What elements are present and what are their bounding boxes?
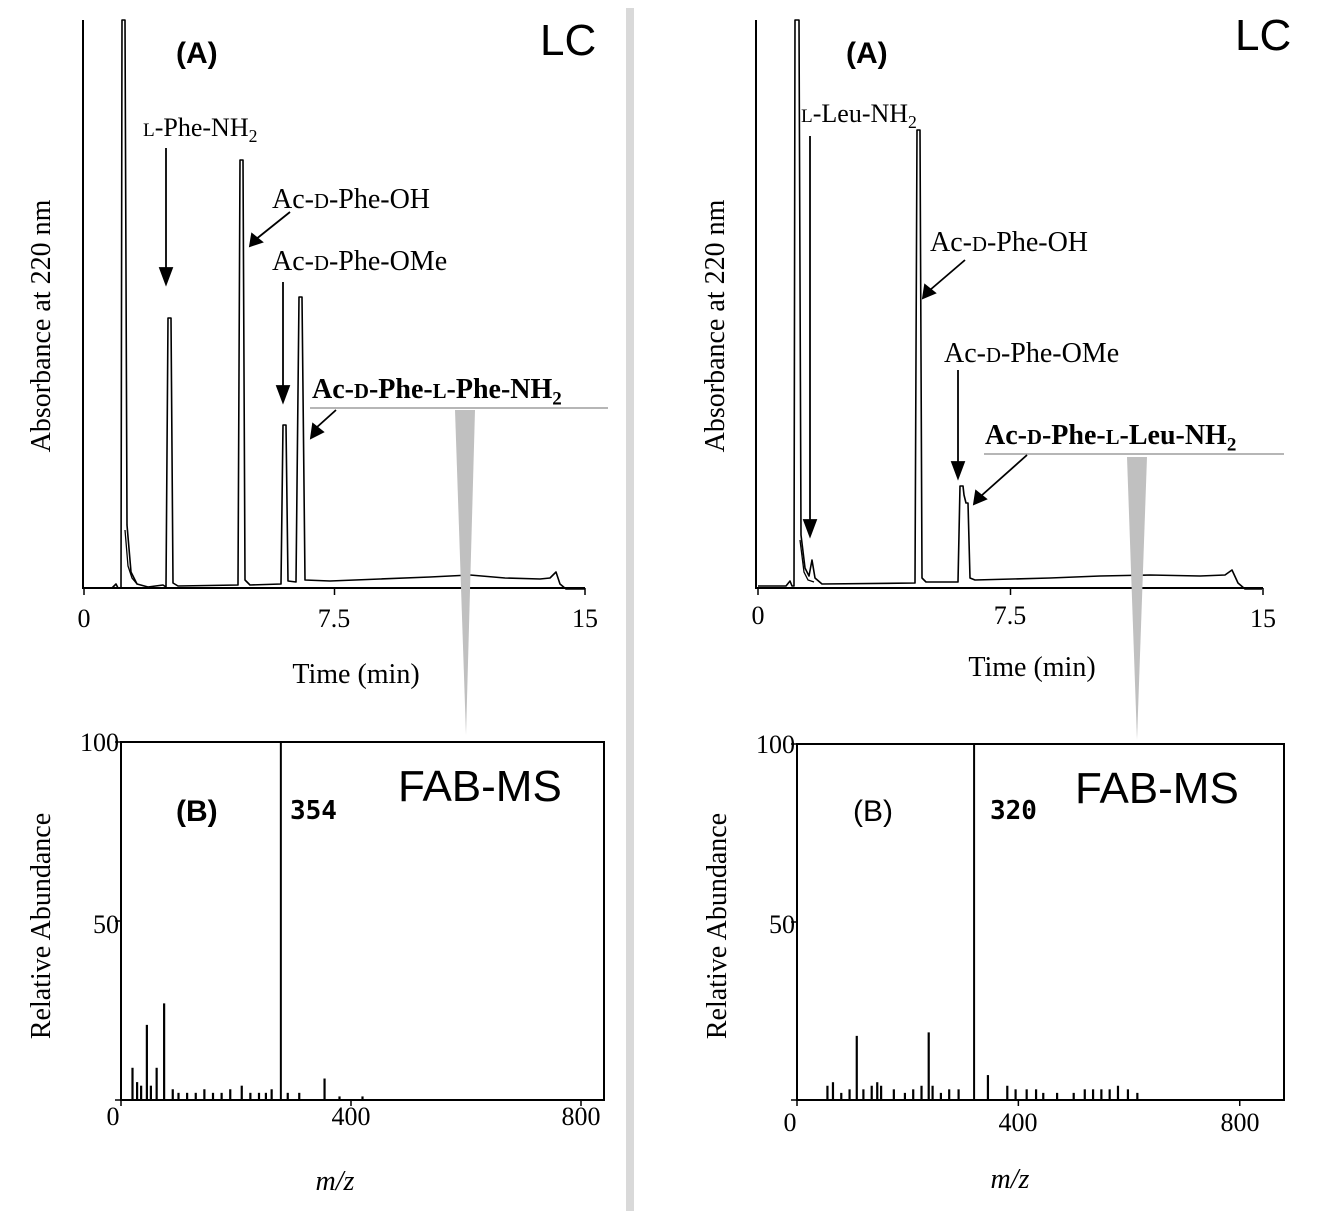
lc-corner-label: LC <box>1235 11 1291 60</box>
ms-bars <box>131 742 364 1100</box>
label-segment: -Phe-OH <box>987 227 1088 258</box>
label-segment: 2 <box>1227 435 1237 456</box>
lc-panel-label: (A) <box>176 37 218 70</box>
ms-xlabel: m/z <box>316 1166 355 1197</box>
lc-trace <box>84 19 585 590</box>
annotation-arrows <box>802 136 1028 539</box>
peak-label-l-phe-nh2: L-Phe-NH2 <box>143 113 257 146</box>
label-segment: -Phe- <box>369 374 433 405</box>
ms-peak-label: 354 <box>290 796 337 826</box>
label-segment: -Phe-NH <box>155 113 249 142</box>
label-segment: Ac- <box>944 338 986 369</box>
label-segment: D <box>314 191 329 213</box>
label-segment: Ac- <box>272 184 314 215</box>
label-segment: D <box>354 381 369 403</box>
peak-label-l-leu-nh2: L-Leu-NH2 <box>801 99 917 132</box>
ms-ylabel: Relative Abundance <box>702 813 733 1039</box>
label-segment: 2 <box>552 389 562 410</box>
label-segment: -Phe-OH <box>329 184 430 215</box>
ms-ylabel: Relative Abundance <box>26 813 57 1039</box>
label-segment: -Phe-OMe <box>1001 338 1119 369</box>
label-segment: L <box>801 106 813 127</box>
right-panel: 0 7.5 15 Time (min) Absorbance at 220 nm… <box>700 11 1291 1195</box>
lc-xtick-label: 0 <box>752 601 765 630</box>
ms-spectrum-right: 100 50 0 400 800 m/z Relative Abundance … <box>702 730 1285 1195</box>
label-segment: D <box>986 345 1001 367</box>
callout-wedge <box>1127 457 1147 740</box>
lc-xlabel: Time (min) <box>292 659 419 690</box>
lc-xtick-label: 7.5 <box>318 604 351 633</box>
ms-xtick-label: 0 <box>107 1102 120 1131</box>
ms-xtick-label: 400 <box>999 1108 1038 1137</box>
label-segment: 2 <box>249 126 258 146</box>
lc-axis <box>82 20 585 589</box>
ms-panel-label: (B) <box>853 795 893 828</box>
lc-xlabel: Time (min) <box>968 652 1095 683</box>
ms-spectrum-left: 100 50 0 400 800 m/z Relative Abundance … <box>26 728 605 1197</box>
callout-wedge <box>455 410 475 735</box>
lc-trace-secondary <box>799 539 815 583</box>
label-segment: D <box>1027 427 1042 449</box>
lc-corner-label: LC <box>540 16 596 65</box>
ms-xtick-label: 0 <box>784 1108 797 1137</box>
label-segment: L <box>1106 427 1120 449</box>
left-panel: 0 7.5 15 Time (min) Absorbance at 220 nm… <box>26 16 608 1197</box>
lc-axis <box>755 20 1263 589</box>
label-segment: D <box>972 234 987 256</box>
label-segment: Ac- <box>930 227 972 258</box>
lc-xtick-label: 0 <box>78 604 91 633</box>
ms-ytick-label: 50 <box>93 910 119 939</box>
ms-xtick-label: 800 <box>1221 1108 1260 1137</box>
panel-divider <box>626 8 634 1211</box>
lc-xtick-label: 15 <box>1250 604 1276 633</box>
label-segment: L <box>433 381 447 403</box>
peak-label-ac-d-phe-oh: Ac-D-Phe-OH <box>272 184 430 215</box>
peak-label-ac-d-phe-ome: Ac-D-Phe-OMe <box>272 246 447 277</box>
label-segment: 2 <box>908 112 917 132</box>
lc-ylabel: Absorbance at 220 nm <box>700 199 731 452</box>
label-segment: -Phe-NH <box>447 374 553 405</box>
label-segment: L <box>143 120 155 141</box>
peak-label-product: Ac-D-Phe-L-Phe-NH2 <box>312 374 562 410</box>
lc-chromatogram-left: 0 7.5 15 Time (min) Absorbance at 220 nm… <box>26 16 608 735</box>
lc-chromatogram-right: 0 7.5 15 Time (min) Absorbance at 220 nm… <box>700 11 1291 740</box>
lc-panel-label: (A) <box>846 37 888 70</box>
ms-corner-label: FAB-MS <box>1075 764 1239 813</box>
annotation-arrows <box>158 148 337 440</box>
peak-label-ac-d-phe-ome: Ac-D-Phe-OMe <box>944 338 1119 369</box>
ms-corner-label: FAB-MS <box>398 762 562 811</box>
label-segment: Ac- <box>985 420 1027 451</box>
ms-peak-label: 320 <box>990 796 1037 826</box>
ms-ytick-label: 50 <box>769 910 795 939</box>
peak-label-ac-d-phe-oh: Ac-D-Phe-OH <box>930 227 1088 258</box>
ms-ytick-label: 100 <box>756 730 795 759</box>
label-segment: D <box>314 253 329 275</box>
ms-panel-label: (B) <box>176 795 218 828</box>
label-segment: Ac- <box>312 374 354 405</box>
label-segment: -Phe-OMe <box>329 246 447 277</box>
lc-trace <box>758 19 1262 590</box>
lc-ylabel: Absorbance at 220 nm <box>26 199 57 452</box>
ms-bars <box>826 744 1139 1100</box>
lc-xtick-label: 7.5 <box>994 601 1027 630</box>
label-segment: -Phe- <box>1042 420 1106 451</box>
ms-xtick-label: 400 <box>332 1102 371 1131</box>
lc-xtick-label: 15 <box>572 604 598 633</box>
ms-xtick-label: 800 <box>562 1102 601 1131</box>
ms-ytick-label: 100 <box>80 728 119 757</box>
label-segment: -Leu-NH <box>813 99 909 128</box>
label-segment: Ac- <box>272 246 314 277</box>
ms-xlabel: m/z <box>991 1164 1030 1195</box>
peak-label-product: Ac-D-Phe-L-Leu-NH2 <box>985 420 1236 456</box>
label-segment: -Leu-NH <box>1120 420 1228 451</box>
lc-trace-secondary <box>124 529 138 585</box>
